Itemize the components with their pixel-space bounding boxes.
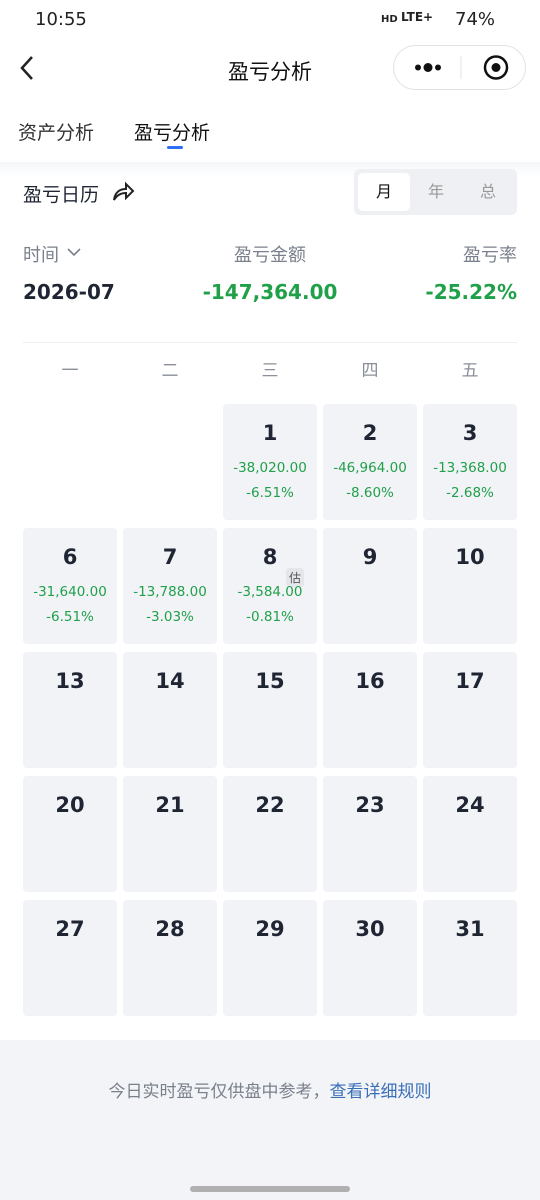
day-cell[interactable] <box>223 404 317 520</box>
day-cell[interactable] <box>23 652 117 768</box>
day-number: 22 <box>255 793 285 817</box>
day-cell[interactable] <box>223 776 317 892</box>
calendar-title: 盈亏日历 <box>23 184 100 206</box>
capsule <box>393 45 526 90</box>
time-label[interactable]: 时间 <box>23 245 59 266</box>
day-rate: -0.81% <box>246 609 294 625</box>
footer <box>0 1040 540 1200</box>
day-cell[interactable] <box>123 900 217 1016</box>
divider <box>23 342 517 343</box>
day-cell[interactable] <box>323 776 417 892</box>
amount-label: 盈亏金额 <box>234 245 306 266</box>
day-rate: -8.60% <box>346 485 394 501</box>
day-number: 30 <box>355 917 385 941</box>
day-number: 13 <box>55 669 85 693</box>
day-cell[interactable] <box>123 652 217 768</box>
weekday: 三 <box>261 361 279 381</box>
day-number: 21 <box>155 793 185 817</box>
capsule-icons[interactable] <box>394 46 525 89</box>
day-number: 9 <box>362 545 378 569</box>
day-pnl: -13,368.00 <box>433 460 507 476</box>
day-number: 29 <box>255 917 285 941</box>
day-cell[interactable] <box>423 900 517 1016</box>
day-number: 23 <box>355 793 385 817</box>
day-cell[interactable] <box>423 776 517 892</box>
day-pnl: -38,020.00 <box>233 460 307 476</box>
estimate-badge: 估 <box>286 568 305 587</box>
day-number: 27 <box>55 917 85 941</box>
tab[interactable]: 资产分析 <box>18 122 95 144</box>
weekday: 四 <box>361 361 379 381</box>
day-number: 14 <box>155 669 185 693</box>
weekday: 五 <box>461 361 479 381</box>
day-number: 8 <box>262 545 278 569</box>
day-number: 15 <box>255 669 285 693</box>
day-cell[interactable] <box>323 652 417 768</box>
day-rate: -6.51% <box>246 485 294 501</box>
day-number: 28 <box>155 917 185 941</box>
back-button[interactable] <box>18 55 38 81</box>
day-number: 17 <box>455 669 485 693</box>
day-cell[interactable] <box>423 528 517 644</box>
day-cell[interactable] <box>23 776 117 892</box>
day-cell[interactable] <box>223 652 317 768</box>
day-rate: -2.68% <box>446 485 494 501</box>
day-number: 7 <box>162 545 178 569</box>
rate-label: 盈亏率 <box>463 245 517 266</box>
footer-note: 今日实时盈亏仅供盘中参考，查看详细规则 <box>0 1077 540 1102</box>
tab[interactable]: 盈亏分析 <box>134 122 211 144</box>
day-pnl: -13,788.00 <box>133 584 207 600</box>
day-pnl: -31,640.00 <box>33 584 107 600</box>
total-amount: -147,364.00 <box>202 280 338 304</box>
status-network: LTE+ <box>401 10 434 24</box>
nav-title: 盈亏分析 <box>228 60 312 84</box>
status-battery: 74% <box>455 9 496 30</box>
rules-link[interactable]: 查看详细规则 <box>329 1082 432 1102</box>
day-number: 3 <box>462 421 478 445</box>
day-cell[interactable] <box>423 404 517 520</box>
weekday: 一 <box>61 361 79 381</box>
status-hd: HD <box>381 14 398 25</box>
day-rate: -6.51% <box>46 609 94 625</box>
day-pnl: -3,584.00 <box>237 584 303 600</box>
dropdown-icon[interactable] <box>66 246 82 258</box>
day-number: 6 <box>62 545 78 569</box>
day-number: 16 <box>355 669 385 693</box>
period-option[interactable]: 月 <box>358 173 410 211</box>
day-cell[interactable] <box>223 900 317 1016</box>
day-pnl: -46,964.00 <box>333 460 407 476</box>
day-number: 10 <box>455 545 485 569</box>
status-time: 10:55 <box>35 9 87 30</box>
note: 今日实时盈亏仅供盘中参考， <box>108 1082 330 1102</box>
share-icon[interactable] <box>111 181 135 203</box>
day-number: 20 <box>55 793 85 817</box>
tab-indicator <box>167 146 183 149</box>
day-cell[interactable] <box>423 652 517 768</box>
period: 2026-07 <box>23 280 115 304</box>
day-number: 24 <box>455 793 485 817</box>
home-indicator <box>190 1186 350 1192</box>
day-rate: -3.03% <box>146 609 194 625</box>
weekday: 二 <box>161 361 179 381</box>
day-cell[interactable] <box>323 404 417 520</box>
total-rate: -25.22% <box>425 280 517 304</box>
day-number: 2 <box>362 421 378 445</box>
day-cell[interactable] <box>323 900 417 1016</box>
period-option[interactable]: 总 <box>479 182 496 201</box>
day-number: 1 <box>262 421 278 445</box>
day-cell[interactable] <box>323 528 417 644</box>
period-option[interactable]: 年 <box>427 182 444 201</box>
day-cell[interactable] <box>23 900 117 1016</box>
day-cell[interactable] <box>23 528 117 644</box>
day-number: 31 <box>455 917 485 941</box>
day-cell[interactable] <box>123 528 217 644</box>
day-cell[interactable] <box>123 776 217 892</box>
